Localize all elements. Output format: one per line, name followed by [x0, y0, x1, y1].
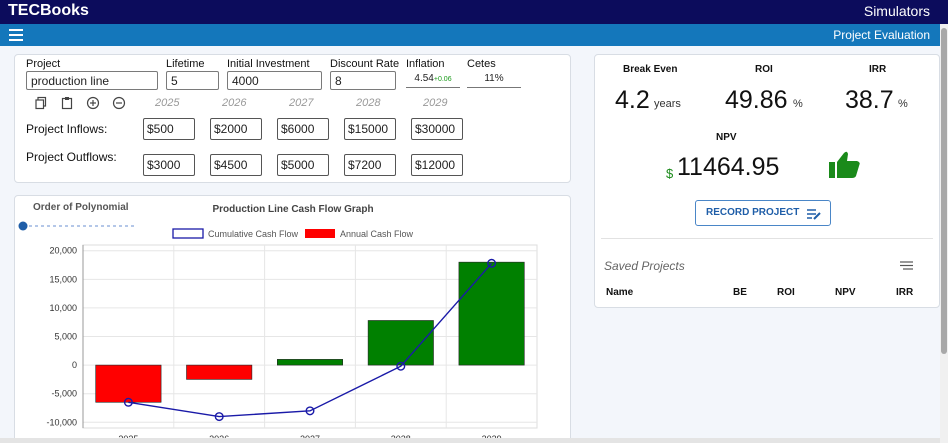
break-even-unit: years [654, 98, 681, 110]
cetes-value: 11% [467, 71, 521, 88]
project-name-input[interactable] [26, 71, 158, 90]
roi-value: 49.86 [725, 86, 788, 114]
npv-value: 11464.95 [677, 153, 780, 181]
cetes-label: Cetes [467, 58, 496, 70]
page-title: Project Evaluation [833, 28, 930, 42]
year-label-4: 2028 [356, 97, 381, 109]
add-year-icon[interactable] [86, 96, 100, 110]
project-label: Project [26, 58, 61, 70]
column-header-name[interactable]: Name [606, 287, 634, 298]
year-label-5: 2029 [423, 97, 448, 109]
cumulative-line [128, 262, 493, 418]
outflow-input-1[interactable]: $3000 [143, 154, 195, 176]
brand-logo[interactable]: TECBooks [8, 2, 89, 19]
break-even-label: Break Even [623, 64, 678, 75]
record-project-label: RECORD PROJECT [706, 207, 800, 218]
cumulative-point-2027 [305, 406, 315, 416]
results-card: Break Even 4.2 years ROI 49.86 % IRR 38.… [594, 54, 940, 308]
paste-icon[interactable] [60, 96, 74, 110]
legend-label-annual[interactable]: Annual Cash Flow [340, 229, 414, 239]
y-tick-label: -10,000 [46, 417, 77, 427]
project-inputs-card: Project Lifetime Initial Investment Disc… [14, 54, 571, 183]
legend-label-cumulative[interactable]: Cumulative Cash Flow [208, 229, 299, 239]
thumbs-up-icon [829, 151, 860, 178]
legend-swatch-annual[interactable] [305, 229, 335, 238]
column-header-irr[interactable]: IRR [896, 287, 914, 298]
roi-unit: % [793, 98, 803, 110]
outflows-label: Project Outflows: [26, 150, 117, 164]
irr-label: IRR [869, 64, 887, 75]
column-header-be[interactable]: BE [733, 287, 747, 298]
investment-label: Initial Investment [227, 58, 310, 70]
inflation-value-text: 4.54 [414, 73, 434, 84]
cash-flow-chart-card: Order of Polynomial Production Line Cash… [14, 195, 571, 443]
bar-2025 [95, 364, 162, 403]
lifetime-label: Lifetime [166, 58, 205, 70]
y-tick-label: 10,000 [49, 303, 77, 313]
npv-currency: $ [666, 166, 674, 181]
column-header-npv[interactable]: NPV [835, 287, 856, 298]
y-tick-label: 15,000 [49, 274, 77, 284]
inflation-delta: +0.06 [433, 76, 452, 83]
discount-rate-input[interactable] [330, 71, 396, 90]
remove-year-icon[interactable] [112, 96, 126, 110]
copy-icon[interactable] [34, 96, 48, 110]
outflow-input-4[interactable]: $7200 [344, 154, 396, 176]
bar-2028 [367, 320, 434, 366]
outflow-input-2[interactable]: $4500 [210, 154, 262, 176]
sub-bar: Project Evaluation [0, 24, 940, 46]
break-even-value: 4.2 [615, 86, 650, 114]
chart-legend[interactable]: Cumulative Cash Flow Annual Cash Flow [172, 228, 414, 239]
initial-investment-input[interactable] [227, 71, 322, 90]
cash-flow-chart: Production Line Cash Flow Graph Cumulati… [46, 204, 538, 443]
outflow-input-5[interactable]: $12000 [411, 154, 463, 176]
legend-swatch-cumulative[interactable] [172, 228, 204, 239]
inflation-label: Inflation [406, 58, 445, 70]
slider-handle[interactable] [18, 221, 28, 231]
y-tick-label: -5,000 [51, 389, 77, 399]
inflow-input-3[interactable]: $6000 [277, 118, 329, 140]
y-tick-label: 5,000 [54, 332, 77, 342]
page-scrollbar[interactable] [940, 24, 948, 443]
year-label-3: 2027 [289, 97, 314, 109]
playlist-edit-icon [807, 209, 821, 220]
results-divider [601, 238, 933, 239]
inflow-input-4[interactable]: $15000 [344, 118, 396, 140]
sort-lines-icon[interactable] [900, 261, 913, 270]
bar-2027 [277, 359, 343, 366]
polynomial-order-slider[interactable] [15, 216, 145, 232]
saved-projects-title: Saved Projects [604, 259, 685, 273]
bar-2026 [186, 364, 253, 380]
top-bar: TECBooks Simulators [0, 0, 948, 24]
hamburger-menu-icon[interactable] [9, 29, 23, 41]
polynomial-order-label: Order of Polynomial [33, 202, 129, 213]
inflow-input-2[interactable]: $2000 [210, 118, 262, 140]
chart-title: Production Line Cash Flow Graph [212, 204, 373, 215]
discount-rate-label: Discount Rate [330, 58, 400, 70]
inflow-input-1[interactable]: $500 [143, 118, 195, 140]
npv-label: NPV [716, 132, 737, 143]
record-project-button[interactable]: RECORD PROJECT [695, 200, 831, 226]
roi-label: ROI [755, 64, 773, 75]
year-label-1: 2025 [155, 97, 180, 109]
cumulative-point-2028 [396, 361, 406, 371]
bottom-bar [0, 438, 940, 443]
y-tick-label: 20,000 [49, 246, 77, 256]
outflow-input-3[interactable]: $5000 [277, 154, 329, 176]
year-label-2: 2026 [222, 97, 247, 109]
cumulative-point-2025 [123, 397, 133, 407]
column-header-roi[interactable]: ROI [777, 287, 795, 298]
irr-value: 38.7 [845, 86, 894, 114]
bar-2029 [458, 261, 525, 366]
cumulative-point-2029 [487, 258, 497, 268]
cumulative-point-2026 [214, 412, 224, 422]
inflow-input-5[interactable]: $30000 [411, 118, 463, 140]
inflows-label: Project Inflows: [26, 122, 108, 136]
irr-unit: % [898, 98, 908, 110]
scrollbar-thumb[interactable] [941, 28, 947, 354]
inflation-value: 4.54+0.06 [406, 71, 460, 88]
lifetime-input[interactable] [166, 71, 219, 90]
simulators-link[interactable]: Simulators [863, 3, 930, 19]
y-tick-label: 0 [72, 360, 77, 370]
